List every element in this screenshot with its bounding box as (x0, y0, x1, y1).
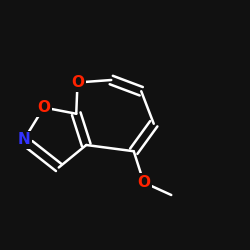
Text: O: O (71, 75, 84, 90)
Text: N: N (18, 132, 30, 148)
Text: O: O (137, 175, 150, 190)
Text: O: O (37, 100, 50, 115)
